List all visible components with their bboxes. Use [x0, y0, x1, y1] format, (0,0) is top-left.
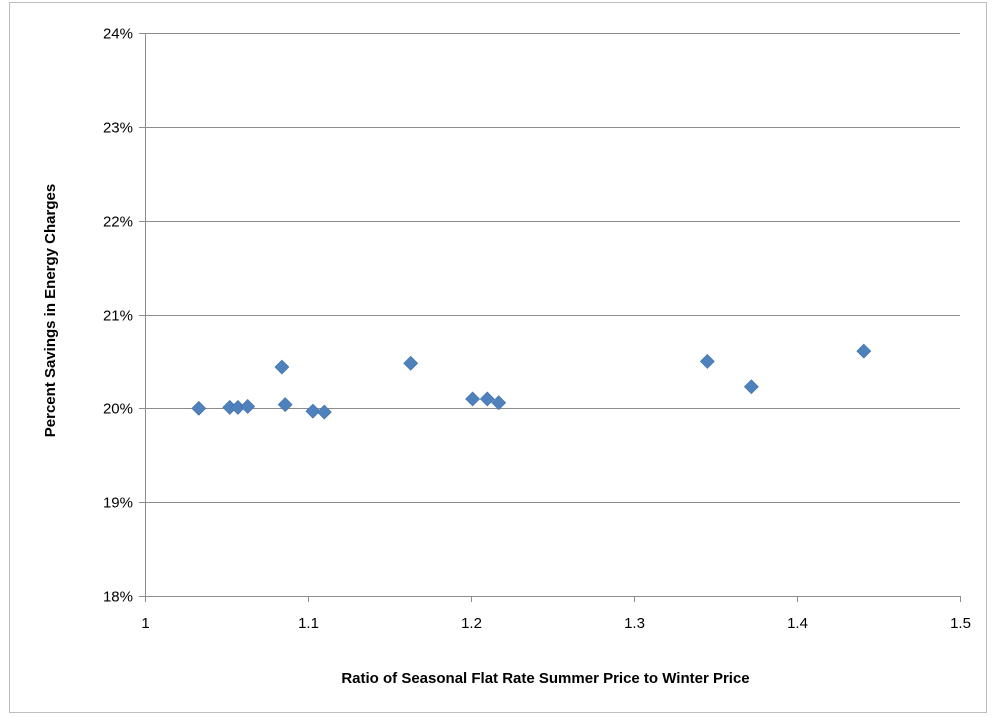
x-tick-label: 1.2	[461, 615, 482, 632]
data-point	[274, 359, 290, 375]
x-tick-labels: 1 1.1 1.2 1.3 1.4 1.5	[141, 615, 971, 632]
y-axis-title: Percent Savings in Energy Charges	[42, 184, 59, 437]
data-point	[743, 379, 759, 395]
chart-frame	[9, 2, 987, 713]
x-tick-label: 1.3	[624, 615, 645, 632]
data-point	[479, 391, 495, 407]
x-tick-label: 1	[141, 615, 149, 632]
data-points	[191, 343, 872, 420]
data-point	[403, 355, 419, 371]
y-tick-label: 23%	[103, 120, 133, 137]
data-point	[465, 391, 481, 407]
data-point	[856, 343, 872, 359]
x-axis-title: Ratio of Seasonal Flat Rate Summer Price…	[341, 670, 749, 687]
y-tick-label: 24%	[103, 26, 133, 43]
y-tick-label: 19%	[103, 495, 133, 512]
y-tick-label: 22%	[103, 214, 133, 231]
data-point	[491, 395, 507, 411]
data-point	[277, 397, 293, 413]
data-point	[305, 403, 321, 419]
gridlines	[145, 33, 960, 503]
axes	[139, 33, 961, 602]
data-point	[240, 399, 256, 414]
x-tick-label: 1.4	[787, 615, 808, 632]
data-point	[699, 353, 715, 369]
data-point	[191, 400, 207, 416]
y-tick-label: 20%	[103, 401, 133, 418]
x-tick-label: 1.1	[298, 615, 319, 632]
data-point	[316, 404, 332, 420]
y-tick-label: 21%	[103, 308, 133, 325]
x-tick-label: 1.5	[950, 615, 971, 632]
y-tick-labels: 18% 19% 20% 21% 22% 23% 24%	[103, 26, 133, 606]
y-tick-label: 18%	[103, 589, 133, 606]
